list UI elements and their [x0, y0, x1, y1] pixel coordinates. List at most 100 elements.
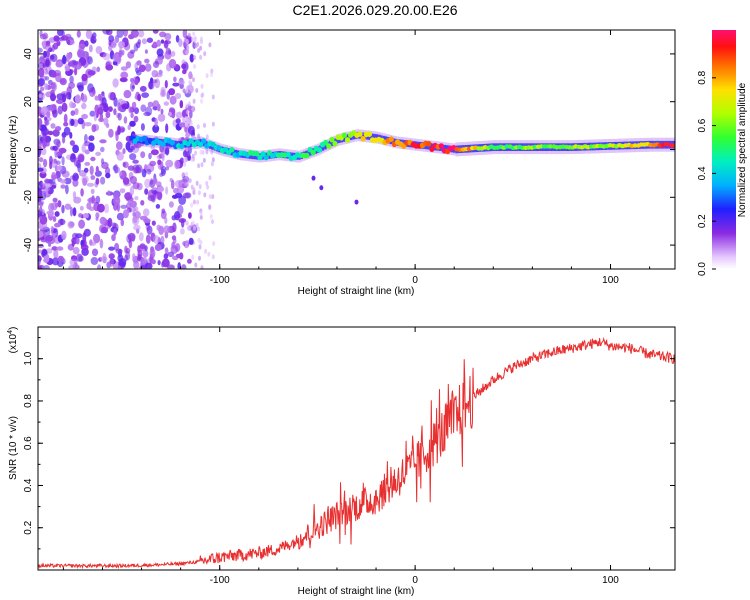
heatmap-cell — [181, 63, 187, 70]
heatmap-cell — [123, 161, 129, 169]
heatmap-cell — [199, 211, 203, 217]
heatmap-cell — [97, 203, 105, 213]
heatmap-cell — [52, 232, 56, 238]
heatmap-cell — [107, 106, 113, 112]
heatmap-cell — [157, 190, 163, 201]
heatmap-cell — [67, 39, 71, 45]
heatmap-cell — [323, 139, 329, 146]
heatmap-cell — [113, 97, 118, 107]
heatmap-cell — [130, 82, 135, 92]
heatmap-cell — [72, 246, 80, 255]
heatmap-cell — [90, 175, 96, 180]
heatmap-cell — [76, 159, 81, 169]
heatmap-cell — [193, 55, 196, 61]
heatmap-cell — [157, 113, 166, 122]
heatmap-cell — [180, 228, 185, 235]
y-tick-label: 0.6 — [23, 436, 34, 450]
heatmap-cell — [133, 115, 139, 123]
heatmap-cell — [163, 253, 169, 260]
heatmap-cell — [69, 101, 74, 109]
heatmap-cell — [87, 70, 96, 76]
heatmap-cell — [119, 188, 126, 194]
heatmap-cell — [159, 172, 164, 177]
heatmap-cell — [211, 94, 215, 100]
heatmap-cell — [157, 186, 165, 193]
heatmap-cell — [119, 77, 128, 83]
heatmap-cell — [125, 141, 131, 151]
heatmap-cell — [326, 143, 332, 149]
heatmap-cell — [179, 252, 184, 260]
heatmap-cell — [51, 70, 57, 78]
heatmap-cell — [166, 90, 171, 100]
heatmap-cell — [72, 191, 77, 199]
heatmap-cell — [188, 138, 194, 144]
heatmap-cell — [38, 167, 44, 172]
heatmap-cell — [100, 146, 105, 153]
heatmap-cell — [174, 92, 182, 100]
heatmap-cell — [194, 43, 198, 49]
heatmap-cell — [121, 103, 130, 110]
heatmap-cell — [168, 88, 176, 96]
heatmap-cell — [160, 108, 164, 115]
heatmap-cell — [198, 244, 202, 250]
heatmap-cell — [68, 39, 75, 45]
heatmap-cell — [45, 248, 53, 254]
heatmap-cell — [95, 165, 99, 174]
y-tick-label: -40 — [23, 237, 34, 252]
heatmap-cell — [191, 254, 195, 260]
heatmap-cell — [132, 159, 139, 164]
heatmap-cell — [335, 137, 339, 144]
heatmap-cell — [260, 151, 266, 157]
heatmap-cell — [38, 93, 42, 99]
heatmap-cell — [140, 200, 145, 206]
y-tick-label: 0 — [23, 146, 34, 152]
heatmap-cell — [163, 225, 170, 234]
heatmap-cell — [186, 109, 190, 115]
heatmap-cell — [160, 86, 166, 94]
heatmap-cell — [122, 209, 129, 219]
heatmap-cell — [129, 176, 137, 184]
heatmap-cell — [151, 259, 156, 265]
heatmap-cell — [54, 165, 59, 172]
heatmap-cell — [44, 83, 49, 91]
heatmap-cell — [123, 89, 132, 99]
heatmap-cell — [72, 144, 79, 154]
heatmap-cell — [38, 206, 43, 216]
heatmap-cell — [100, 176, 106, 185]
heatmap-cell — [55, 126, 62, 132]
heatmap-cell — [185, 39, 189, 44]
heatmap-cell — [178, 79, 185, 85]
heatmap-cell — [168, 201, 174, 208]
heatmap-cell — [188, 105, 196, 113]
heatmap-cell — [54, 148, 58, 158]
heatmap-cell — [45, 44, 52, 52]
heatmap-cell — [124, 245, 128, 254]
heatmap-cell — [74, 108, 79, 116]
heatmap-cell — [111, 234, 116, 242]
heatmap-cell — [126, 234, 132, 244]
heatmap-cell — [141, 38, 147, 45]
heatmap-cell — [48, 79, 53, 86]
heatmap-cell — [147, 101, 154, 108]
heatmap-cell — [105, 111, 111, 119]
heatmap-cell — [63, 126, 71, 136]
heatmap-cell — [144, 49, 148, 54]
heatmap-cell — [162, 258, 170, 268]
heatmap-cell — [128, 106, 133, 114]
heatmap-cell — [121, 127, 125, 133]
heatmap-cell — [188, 212, 192, 219]
heatmap-cell — [154, 117, 158, 128]
heatmap-cell — [211, 194, 215, 200]
heatmap-cell — [118, 171, 123, 177]
heatmap-cell — [116, 212, 125, 221]
heatmap-cell — [38, 197, 42, 203]
spectrogram-xlabel: Height of straight line (km) — [298, 286, 415, 297]
heatmap-cell — [352, 132, 355, 140]
heatmap-cell — [56, 98, 64, 104]
heatmap-cell — [152, 124, 160, 133]
heatmap-cell — [197, 190, 201, 196]
heatmap-cell — [118, 41, 125, 49]
spectrogram-panel: -100 0 100 -40 -20 0 20 40 Height of straight l… — [8, 29, 676, 297]
heatmap-cell — [65, 184, 69, 195]
